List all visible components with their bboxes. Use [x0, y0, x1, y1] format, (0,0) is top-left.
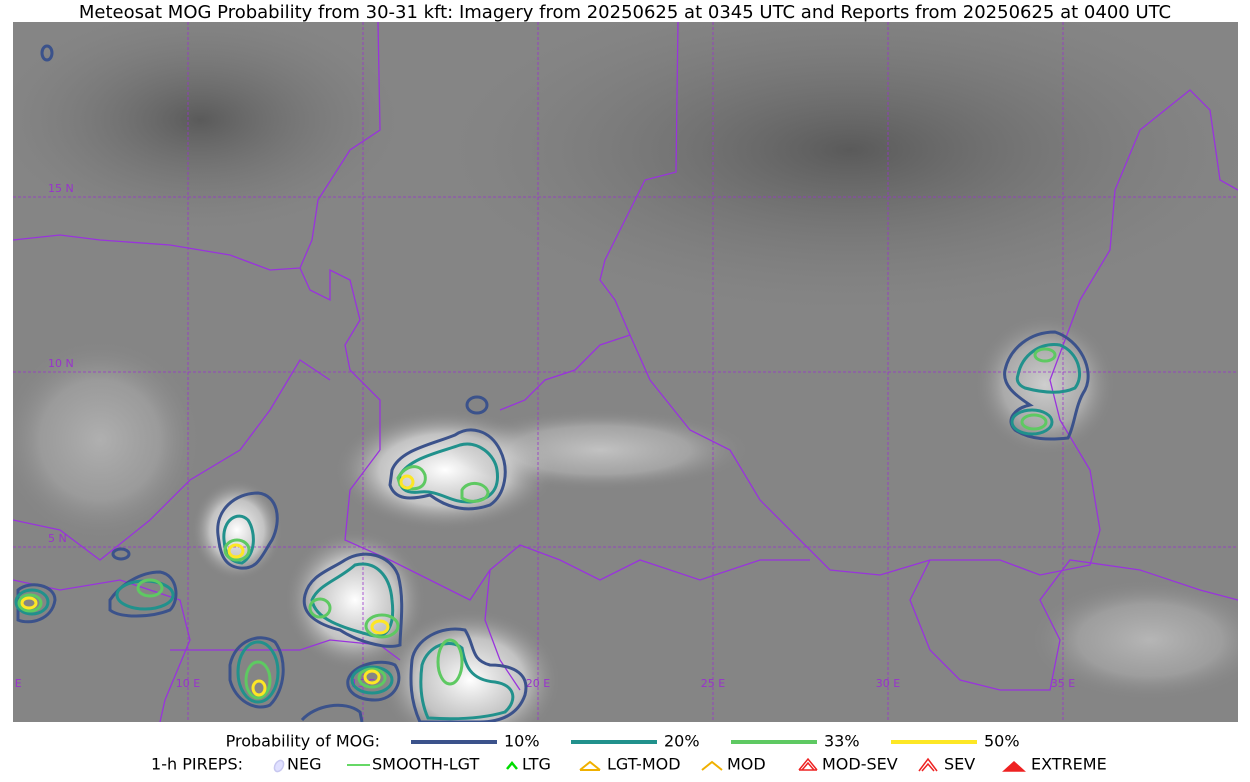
contour-20 [350, 665, 394, 695]
pirep-label: SMOOTH-LGT [372, 755, 479, 774]
legend-label: 50% [984, 732, 1020, 751]
contour-33 [364, 613, 400, 639]
pirep-title: 1-h PIREPS: [151, 755, 243, 774]
contour-50 [363, 669, 381, 685]
lon-label: 25 E [701, 677, 725, 690]
contour-10 [228, 636, 285, 709]
legend-label: 10% [504, 732, 540, 751]
contour-20 [236, 640, 280, 704]
contour-10 [465, 395, 489, 415]
contour-10 [346, 660, 401, 702]
legend: 10% 20% 33% 50% [411, 732, 1020, 751]
contour-10 [111, 547, 131, 561]
contour-33 [357, 667, 387, 689]
contour-33 [1020, 413, 1048, 431]
contour-33 [1033, 347, 1057, 363]
lon-label: 10 E [176, 677, 200, 690]
contour-50 [370, 619, 390, 635]
lat-label: 10 N [48, 357, 74, 370]
contour-10 [300, 703, 364, 722]
lon-label: 5 E [4, 677, 21, 690]
contour-10 [409, 627, 528, 722]
contour-50 [227, 543, 245, 559]
contour-20 [1015, 343, 1081, 394]
lon-label: 20 E [526, 677, 550, 690]
pirep-legend: NEG SMOOTH-LGT LTG LGT-MOD MOD MOD-SEV SEV EXTR… [287, 755, 1107, 774]
contour-10 [1003, 330, 1090, 441]
pirep-icons [273, 757, 1026, 773]
contour-10 [216, 491, 279, 570]
pirep-label: MOD-SEV [822, 755, 898, 774]
contour-50 [251, 679, 267, 697]
contour-20 [14, 588, 50, 616]
pirep-label: NEG [287, 755, 321, 774]
lon-label: 35 E [1051, 677, 1075, 690]
title: Meteosat MOG Probability from 30-31 kft:… [79, 2, 1171, 23]
contour-10 [40, 44, 54, 62]
contour-33 [17, 593, 43, 613]
pirep-label: EXTREME [1031, 755, 1107, 774]
contour-33 [436, 638, 464, 686]
contour-50 [20, 596, 38, 610]
pirep-label: SEV [944, 755, 975, 774]
contour-33 [223, 538, 251, 562]
pirep-label: LTG [522, 755, 551, 774]
contour-33 [308, 597, 332, 619]
contour-33 [136, 578, 164, 598]
legend-title: Probability of MOG: [226, 732, 380, 751]
graticule: 15 N10 N5 N5 E 10 E 15 E 20 E 25 E 30 E 35 E [4, 22, 1238, 722]
contour-10 [108, 570, 178, 618]
contours [14, 44, 1090, 722]
contour-10 [388, 428, 507, 511]
legend-label: 33% [824, 732, 860, 751]
contour-20 [1010, 408, 1054, 436]
lon-label: 30 E [876, 677, 900, 690]
lat-label: 15 N [48, 182, 74, 195]
imagery: 15 N10 N5 N5 E 10 E 15 E 20 E 25 E 30 E 35 E [4, 22, 1238, 722]
contour-10 [302, 552, 404, 648]
contour-10 [16, 583, 57, 624]
contour-50 [399, 474, 415, 490]
contour-20 [398, 442, 500, 504]
legend-label: 20% [664, 732, 700, 751]
pirep-label: MOD [727, 755, 766, 774]
contour-33 [244, 660, 272, 700]
pirep-label: LGT-MOD [607, 755, 681, 774]
contour-20 [310, 562, 395, 638]
lat-label: 5 N [48, 532, 67, 545]
